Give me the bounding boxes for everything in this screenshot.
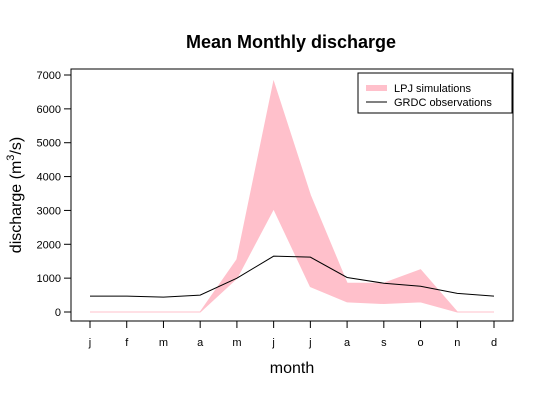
y-axis-title-main: discharge (m: [8, 161, 25, 253]
y-tick-label: 1000: [37, 273, 61, 285]
y-tick-label: 3000: [37, 205, 61, 217]
y-axis-title: discharge (m3/s): [5, 137, 25, 253]
grdc-observations-line: [90, 255, 495, 298]
legend-box: [357, 72, 513, 114]
y-tick-label: 4000: [37, 172, 61, 184]
x-tick-label: d: [491, 337, 497, 349]
y-tick-label: 5000: [37, 138, 61, 150]
x-axis-title: month: [270, 360, 314, 377]
x-tick-label: a: [344, 337, 351, 349]
x-tick-label: j: [271, 337, 274, 349]
x-tick-label: a: [197, 337, 204, 349]
x-tick-label: o: [417, 337, 423, 349]
x-tick-label: f: [125, 337, 129, 349]
x-tick-label: m: [159, 337, 168, 349]
y-axis-title-superscript: 3: [5, 155, 17, 161]
x-tick-label: n: [454, 337, 460, 349]
y-tick-label: 7000: [37, 70, 61, 82]
y-axis-title-tail: /s): [8, 137, 25, 155]
plot-area: [90, 79, 495, 313]
x-tick-label: s: [381, 337, 387, 349]
legend-label-lpj: LPJ simulations: [394, 83, 472, 95]
lpj-simulations-band: [90, 79, 494, 313]
legend: LPJ simulations GRDC observations: [357, 72, 513, 114]
y-tick-label: 6000: [37, 104, 61, 116]
x-tick-label: m: [232, 337, 241, 349]
x-tick-label: j: [88, 337, 91, 349]
x-tick-label: j: [308, 337, 311, 349]
y-tick-label: 0: [55, 307, 61, 319]
chart-title: Mean Monthly discharge: [186, 32, 396, 52]
y-axis: 0 1000 2000 3000 4000 5000 6000 7000: [37, 70, 72, 319]
legend-label-grdc: GRDC observations: [394, 97, 492, 109]
y-tick-label: 2000: [37, 239, 61, 251]
